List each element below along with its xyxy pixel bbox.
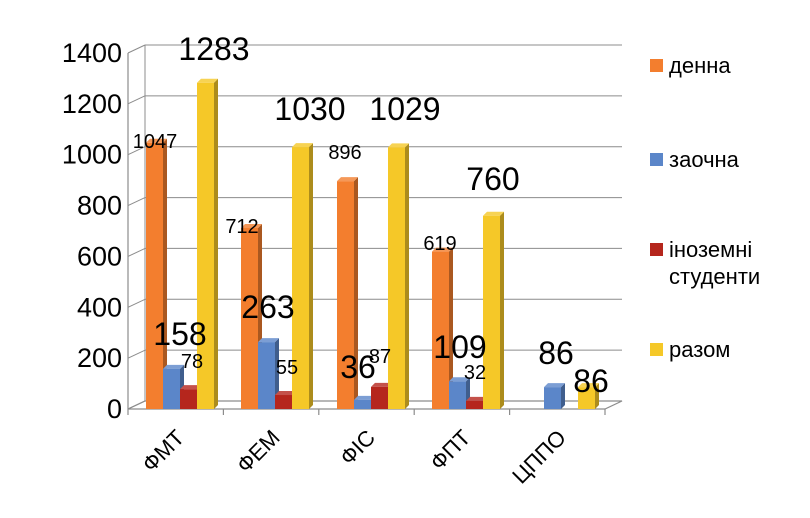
data-label: 86 [573,363,609,399]
bar-4-5 [578,383,599,409]
data-label: 1047 [133,131,178,153]
y-tick-label: 1000 [62,140,122,170]
legend-item-zaochna: заочна [650,146,809,173]
legend-swatch-denna [650,59,663,72]
data-label: 619 [423,233,456,255]
y-tick-label: 600 [77,241,122,271]
data-label: 109 [433,329,486,365]
gridline-side [127,146,146,156]
y-tick-label: 0 [107,394,122,424]
data-label: 78 [181,351,203,373]
gridline-side [127,197,146,207]
bar-4-2 [292,143,313,410]
bar-4-4 [483,211,504,409]
bar-1-1 [146,138,167,409]
data-label: 896 [328,142,361,164]
gridline-side [127,349,146,359]
y-tick-label: 800 [77,191,122,221]
x-tick-label: ФЕМ [232,425,285,478]
bar-layer [146,78,599,410]
gridline-side [127,247,146,257]
y-tick-label: 200 [77,343,122,373]
data-label: 158 [153,316,206,352]
legend-item-denna: денна [650,52,809,79]
legend-swatch-razom [650,343,663,356]
legend-item-inozemni: іноземні студенти [650,236,809,290]
legend-item-razom: разом [650,336,809,363]
bar-4-3 [388,143,409,409]
bar-2-5 [544,383,565,409]
data-label: 1283 [178,31,249,67]
gridline-side [127,95,146,105]
data-label: 86 [538,335,574,371]
bar-1-3 [337,177,358,409]
data-label: 712 [225,216,258,238]
gridline-side [127,298,146,308]
legend-label-razom: разом [669,337,731,362]
x-tick-label: ФІС [335,425,380,470]
x-tick-label: ФПТ [425,425,475,475]
y-tick-label: 1200 [62,89,122,119]
data-label: 55 [276,357,298,379]
bar-1-4 [432,247,453,409]
data-label: 32 [464,362,486,384]
data-label: 36 [340,349,376,385]
data-label: 263 [241,289,294,325]
legend-label-inozemni: іноземні студенти [669,237,761,289]
bar-2-2 [258,338,279,409]
legend-swatch-zaochna [650,153,663,166]
bar-4-1 [197,78,218,409]
gridline-side [127,44,146,54]
data-label: 1029 [369,91,440,127]
data-label: 1030 [274,91,345,127]
legend-swatch-inozemni [650,243,663,256]
data-label: 87 [369,346,391,368]
legend-label-denna: денна [669,53,731,78]
data-label: 760 [466,161,519,197]
x-tick-label: ЦППО [507,425,571,489]
y-tick-label: 400 [77,292,122,322]
legend-label-zaochna: заочна [669,147,739,172]
y-tick-label: 1400 [62,38,122,68]
x-tick-label: ФМТ [137,425,189,477]
